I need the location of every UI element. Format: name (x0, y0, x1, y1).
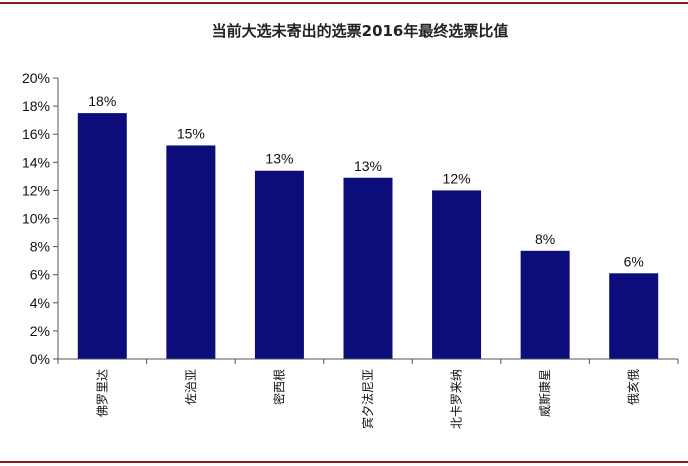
value-labels: 18% 15% 13% 13% 12% 8% 6% (88, 93, 644, 269)
x-category-label: 北卡罗来纳 (450, 369, 464, 429)
y-tick-label: 12% (22, 182, 50, 198)
bar (77, 113, 127, 359)
y-tick-label: 16% (22, 126, 50, 142)
bars (77, 113, 659, 359)
bar-value-label: 13% (354, 158, 382, 174)
y-tick-label: 6% (30, 267, 50, 283)
bar (432, 190, 482, 359)
x-category-label: 宾夕法尼亚 (360, 369, 375, 429)
y-tick-label: 4% (30, 295, 50, 311)
x-category-label: 佛罗里达 (95, 369, 109, 417)
x-category-label: 威斯康星 (537, 369, 552, 417)
chart-title: 当前大选未寄出的选票2016年最终选票比值 (212, 22, 509, 40)
bar (609, 273, 659, 359)
y-tick-label: 0% (30, 351, 50, 367)
y-tick-label: 8% (30, 239, 50, 255)
bar-value-label: 8% (535, 231, 555, 247)
y-tick-label: 10% (22, 211, 50, 227)
x-category-label: 佐治亚 (184, 369, 198, 405)
y-tick-label: 2% (30, 323, 50, 339)
bar (343, 177, 393, 359)
bar-value-label: 15% (177, 125, 205, 141)
x-category-label: 俄亥俄 (627, 369, 641, 405)
y-tick-label: 14% (22, 154, 50, 170)
bar-value-label: 12% (443, 170, 471, 186)
bar (166, 145, 216, 359)
y-tick-label: 20% (22, 70, 50, 86)
y-tick-label: 18% (22, 98, 50, 114)
bar-value-label: 18% (88, 93, 116, 109)
bar (520, 250, 570, 359)
x-axis: 佛罗里达 佐治亚 密西根 宾夕法尼亚 北卡罗来纳 威斯康星 俄亥俄 (57, 358, 679, 429)
y-axis: 0% 2% 4% 6% 8% 10% 12% 14% 16% 18% 20% (22, 70, 59, 367)
bar-value-label: 13% (265, 151, 293, 167)
bar (254, 170, 304, 359)
bar-value-label: 6% (624, 253, 644, 269)
x-category-label: 密西根 (271, 369, 286, 405)
